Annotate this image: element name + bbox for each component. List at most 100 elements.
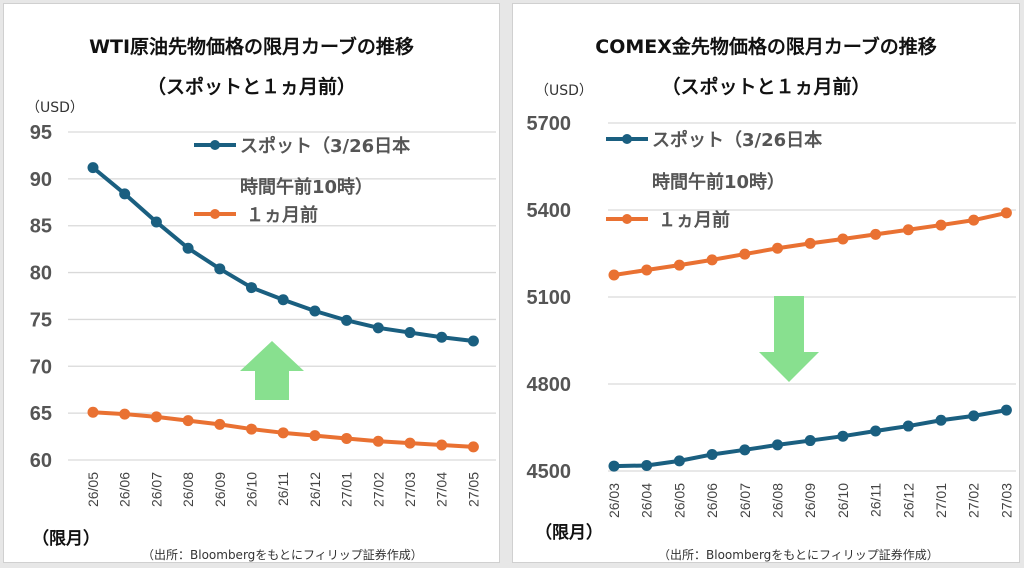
month-ago-data-point [772,242,783,254]
x-tick-label: 26/11 [275,472,291,506]
x-tick-label: 26/11 [868,483,884,517]
x-tick-label: 27/01 [339,472,355,507]
spot-data-point [309,305,321,317]
month-ago-data-point [902,224,914,236]
spot-data-point [182,242,194,254]
wti-chart-panel: WTI原油先物価格の限月カーブの推移 （スポットと１ヵ月前） （USD） 95 9… [3,3,500,563]
y-tick-label: 4800 [527,374,572,396]
month-ago-data-point [739,248,751,260]
x-tick-label: 27/01 [933,483,949,518]
month-ago-data-point [277,427,289,439]
month-ago-data-point [246,423,257,435]
x-tick-label: 26/09 [212,472,228,507]
legend-month-ago-marker [210,209,220,219]
x-tick-label: 26/12 [900,483,916,518]
spot-data-point [837,430,849,442]
y-tick-label: 85 [30,216,52,238]
spot-data-point [214,263,226,275]
legend-spot-marker [622,134,632,144]
x-tick-label: 27/03 [998,483,1014,518]
x-tick-label: 26/10 [244,472,260,507]
spot-data-point [87,162,99,174]
wti-plot: 95 90 85 80 75 70 65 60 26/05 26/06 26/07 26/08 26/0… [30,122,496,507]
down-arrow-icon [759,296,819,382]
month-ago-data-point [214,418,226,430]
spot-data-point [608,460,620,472]
x-tick-label: 27/03 [402,472,418,507]
legend-spot-label-cont: 時間午前10時） [240,176,373,198]
month-ago-data-point [608,269,620,281]
month-ago-data-point [87,406,99,418]
spot-data-point [902,420,914,432]
spot-data-point [404,327,416,339]
month-ago-data-point [404,437,416,449]
y-tick-label: 75 [30,309,52,331]
month-ago-data-point [436,439,448,451]
month-ago-data-point [341,432,353,444]
y-tick-label: 60 [30,450,52,472]
legend-spot-marker [210,140,220,150]
y-axis-unit: （USD） [26,100,84,116]
month-ago-data-point [372,435,384,447]
gold-plot: 5700 5400 5100 4800 4500 26/03 26/04 26/05 26/06… [527,113,1016,518]
x-tick-label: 26/08 [180,472,196,507]
month-ago-data-point [673,259,685,271]
chart-title: COMEX金先物価格の限月カーブの推移 [595,36,937,58]
y-tick-label: 4500 [527,461,572,483]
y-tick-label: 5700 [527,113,572,135]
gold-chart-panel: COMEX金先物価格の限月カーブの推移 （スポットと１ヵ月前） （USD） 57… [512,3,1020,563]
source-note: （出所：Bloombergをもとにフィリップ証券作成） [142,548,423,562]
chart-title: WTI原油先物価格の限月カーブの推移 [89,36,414,58]
source-note: （出所：Bloombergをもとにフィリップ証券作成） [658,548,939,562]
y-axis-unit: （USD） [535,83,593,99]
spot-data-point [1000,404,1012,416]
month-ago-data-point [182,415,194,427]
month-ago-data-point [804,237,816,249]
chart-subtitle: （スポットと１ヵ月前） [661,76,871,98]
x-tick-label: 27/02 [370,472,386,507]
x-tick-label: 27/04 [434,472,450,507]
spot-data-point [968,410,980,422]
x-tick-label: 26/10 [835,483,851,518]
x-tick-label: 26/09 [802,483,818,518]
y-tick-label: 70 [30,356,52,378]
month-ago-data-point [150,411,162,423]
y-tick-label: 5400 [527,200,572,222]
spot-data-point [804,435,816,447]
spot-data-point [870,425,882,437]
month-ago-data-point [837,233,849,245]
legend-month-ago-label: １ヵ月前 [658,209,730,231]
month-ago-data-point [467,441,479,453]
month-ago-data-point [706,254,718,266]
legend-spot-label: スポット（3/26日本 [240,135,410,157]
x-axis-unit: （限月） [32,529,100,549]
spot-data-point [706,448,718,460]
spot-data-point [119,188,131,200]
x-tick-label: 26/03 [606,483,622,518]
spot-data-point [277,294,289,306]
legend-spot-label: スポット（3/26日本 [652,129,822,151]
x-tick-label: 26/05 [85,472,101,507]
up-arrow-icon [240,341,304,400]
month-ago-data-point [119,408,131,420]
spot-data-point [935,414,947,426]
x-axis-unit: （限月） [535,523,603,543]
x-tick-label: 26/07 [148,472,164,507]
x-tick-label: 26/08 [770,483,786,518]
month-ago-data-point [870,228,882,240]
spot-data-point [150,216,162,228]
x-tick-label: 26/06 [117,472,133,507]
spot-data-point [673,455,685,467]
x-tick-label: 26/04 [639,483,655,518]
x-tick-label: 26/12 [307,472,323,507]
month-ago-data-point [1000,207,1012,219]
y-tick-label: 5100 [527,287,572,309]
month-ago-data-point [309,430,321,442]
y-tick-label: 90 [30,169,52,191]
spot-data-point [246,282,257,294]
y-tick-label: 95 [30,122,52,144]
x-tick-label: 27/05 [465,472,481,507]
month-ago-data-point [641,264,653,276]
spot-data-point [372,322,384,334]
x-tick-label: 27/02 [966,483,982,518]
